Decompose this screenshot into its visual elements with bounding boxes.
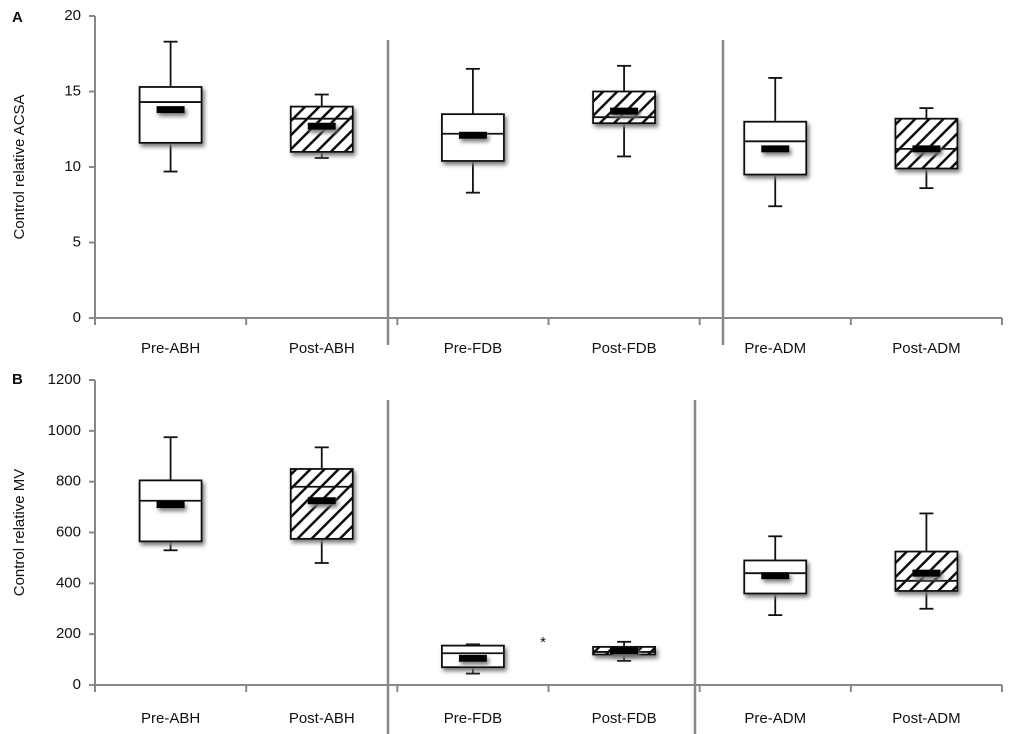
mean-marker	[458, 131, 487, 139]
x-tick-label: Pre-ADM	[744, 340, 806, 357]
panel-label: A	[12, 9, 23, 26]
mean-marker	[912, 145, 941, 153]
x-tick-label: Post-ADM	[892, 340, 960, 357]
box	[138, 86, 203, 144]
y-axis-label: Control relative ACSA	[11, 94, 28, 239]
mean-marker	[307, 497, 336, 505]
mean-marker	[610, 647, 639, 655]
box	[894, 550, 959, 592]
mean-marker	[156, 106, 185, 114]
y-tick-label: 5	[73, 233, 81, 250]
x-tick-label: Post-FDB	[592, 340, 657, 357]
y-tick-label: 800	[56, 473, 81, 490]
mean-marker	[458, 654, 487, 662]
y-tick-label: 15	[64, 82, 81, 99]
y-tick-label: 0	[73, 676, 81, 693]
x-tick-label: Post-ABH	[289, 710, 355, 727]
y-tick-label: 10	[64, 158, 81, 175]
x-tick-label: Pre-ABH	[141, 340, 200, 357]
y-tick-label: 200	[56, 625, 81, 642]
x-tick-label: Pre-FDB	[444, 710, 502, 727]
panel-label: B	[12, 371, 23, 388]
x-tick-label: Post-FDB	[592, 710, 657, 727]
annotation: *	[540, 634, 546, 651]
x-tick-label: Post-ABH	[289, 340, 355, 357]
mean-marker	[610, 107, 639, 115]
mean-marker	[761, 145, 790, 153]
x-tick-label: Pre-ADM	[744, 710, 806, 727]
x-tick-label: Pre-FDB	[444, 340, 502, 357]
y-tick-label: 1200	[48, 371, 81, 388]
y-tick-label: 0	[73, 309, 81, 326]
x-tick-label: Pre-ABH	[141, 710, 200, 727]
y-tick-label: 400	[56, 574, 81, 591]
x-tick-label: Post-ADM	[892, 710, 960, 727]
y-tick-label: 1000	[48, 422, 81, 439]
mean-marker	[156, 501, 185, 509]
box	[138, 479, 203, 543]
mean-marker	[761, 572, 790, 580]
y-axis-label: Control relative MV	[11, 469, 28, 597]
y-tick-label: 600	[56, 523, 81, 540]
box	[592, 90, 656, 125]
mean-marker	[912, 569, 941, 577]
y-tick-label: 20	[64, 7, 81, 24]
box	[894, 117, 959, 170]
mean-marker	[307, 122, 336, 130]
